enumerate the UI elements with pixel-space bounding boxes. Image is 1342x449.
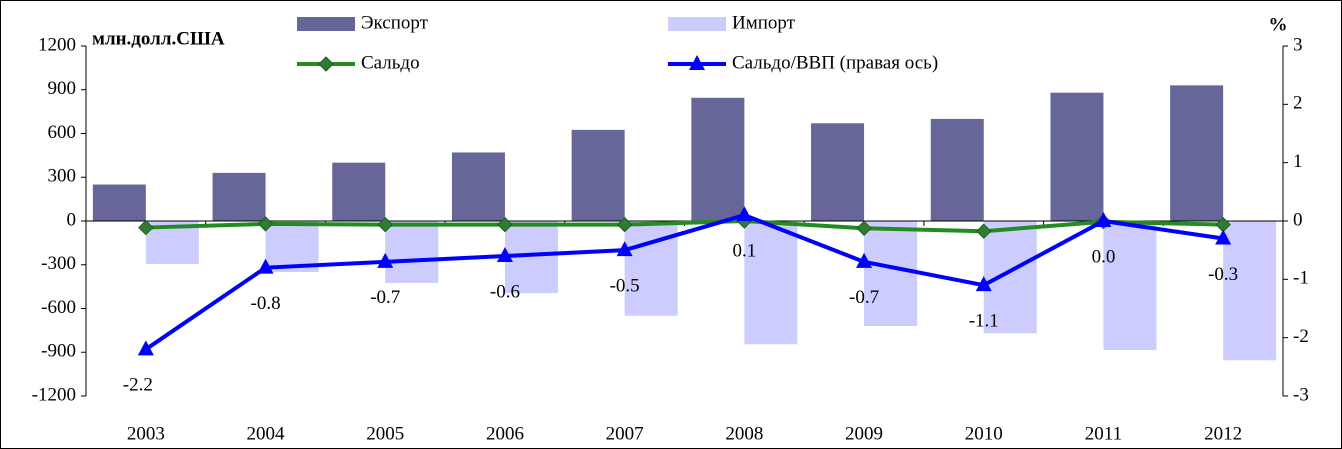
- marker: [616, 216, 633, 233]
- bar: [571, 129, 625, 221]
- legend-swatch: [297, 17, 355, 31]
- marker: [318, 56, 334, 72]
- y-tick-label: 1200: [38, 34, 76, 55]
- y-tick-label: 300: [48, 166, 77, 187]
- marker: [497, 216, 513, 233]
- legend-label: Сальдо: [361, 52, 420, 73]
- bar: [1170, 85, 1224, 221]
- y-tick-label: 0: [67, 209, 77, 230]
- y-tick-label: 600: [48, 122, 77, 143]
- bar: [1103, 221, 1157, 351]
- y2-tick-label: -2: [1293, 326, 1309, 347]
- y2-tick-label: 3: [1293, 34, 1303, 55]
- bar: [983, 221, 1037, 334]
- line: [145, 218, 1224, 234]
- y-tick-label: -300: [41, 253, 76, 274]
- y-axis-label: млн.долл.США: [92, 28, 225, 49]
- x-tick-label: 2009: [845, 423, 883, 444]
- data-label: -0.8: [251, 293, 281, 314]
- bar: [930, 118, 984, 221]
- data-label: -0.5: [610, 276, 640, 297]
- marker: [257, 216, 274, 232]
- marker: [976, 223, 992, 239]
- y2-tick-label: -1: [1293, 268, 1309, 289]
- data-label: -0.6: [490, 281, 520, 302]
- bar: [212, 172, 266, 221]
- y2-tick-label: 0: [1293, 209, 1303, 230]
- data-label: -0.7: [370, 287, 400, 308]
- legend-label: Сальдо/ВВП (правая ось): [732, 52, 938, 73]
- marker: [257, 258, 274, 274]
- marker: [1095, 212, 1112, 227]
- x-tick-label: 2006: [486, 423, 524, 444]
- y-tick-label: -900: [41, 341, 76, 362]
- y2-tick-label: -3: [1293, 384, 1309, 405]
- x-tick-label: 2005: [366, 423, 404, 444]
- marker: [137, 340, 154, 356]
- bar: [864, 221, 918, 326]
- bar: [385, 221, 439, 283]
- legend-swatch: [668, 17, 726, 31]
- bar: [1050, 92, 1104, 222]
- x-tick-label: 2003: [127, 423, 165, 444]
- y2-axis-label: %: [1269, 14, 1288, 35]
- x-tick-label: 2007: [606, 423, 644, 444]
- marker: [616, 241, 633, 257]
- marker: [1215, 229, 1232, 245]
- data-label: 0.0: [1092, 246, 1116, 267]
- bar: [451, 152, 505, 221]
- x-tick-label: 2008: [725, 423, 763, 444]
- y-tick-label: -1200: [32, 384, 76, 405]
- marker: [856, 252, 873, 268]
- y2-tick-label: 2: [1293, 93, 1303, 114]
- legend-label: Экспорт: [361, 12, 429, 33]
- data-label: -1.1: [969, 311, 999, 332]
- x-tick-label: 2011: [1085, 423, 1122, 444]
- marker: [975, 276, 992, 292]
- y2-tick-label: 1: [1293, 151, 1303, 172]
- bar: [744, 221, 798, 345]
- data-label: 0.1: [732, 241, 756, 262]
- marker: [736, 206, 753, 222]
- data-label: -0.7: [849, 287, 879, 308]
- marker: [138, 219, 154, 236]
- marker: [377, 216, 393, 233]
- data-label: -2.2: [123, 375, 153, 396]
- bar: [1223, 221, 1277, 361]
- marker: [856, 220, 872, 236]
- bar: [92, 184, 146, 221]
- x-tick-label: 2004: [247, 423, 286, 444]
- x-tick-label: 2012: [1204, 423, 1242, 444]
- legend-label: Импорт: [732, 12, 796, 33]
- y-tick-label: 900: [48, 78, 77, 99]
- data-label: -0.3: [1208, 264, 1238, 285]
- line: [144, 213, 1224, 351]
- bar: [811, 123, 865, 221]
- y-tick-label: -600: [41, 297, 76, 318]
- x-tick-label: 2010: [965, 423, 1003, 444]
- marker: [496, 247, 513, 262]
- marker: [377, 252, 394, 268]
- bar: [332, 162, 386, 221]
- marker: [689, 55, 705, 70]
- bar: [691, 97, 745, 221]
